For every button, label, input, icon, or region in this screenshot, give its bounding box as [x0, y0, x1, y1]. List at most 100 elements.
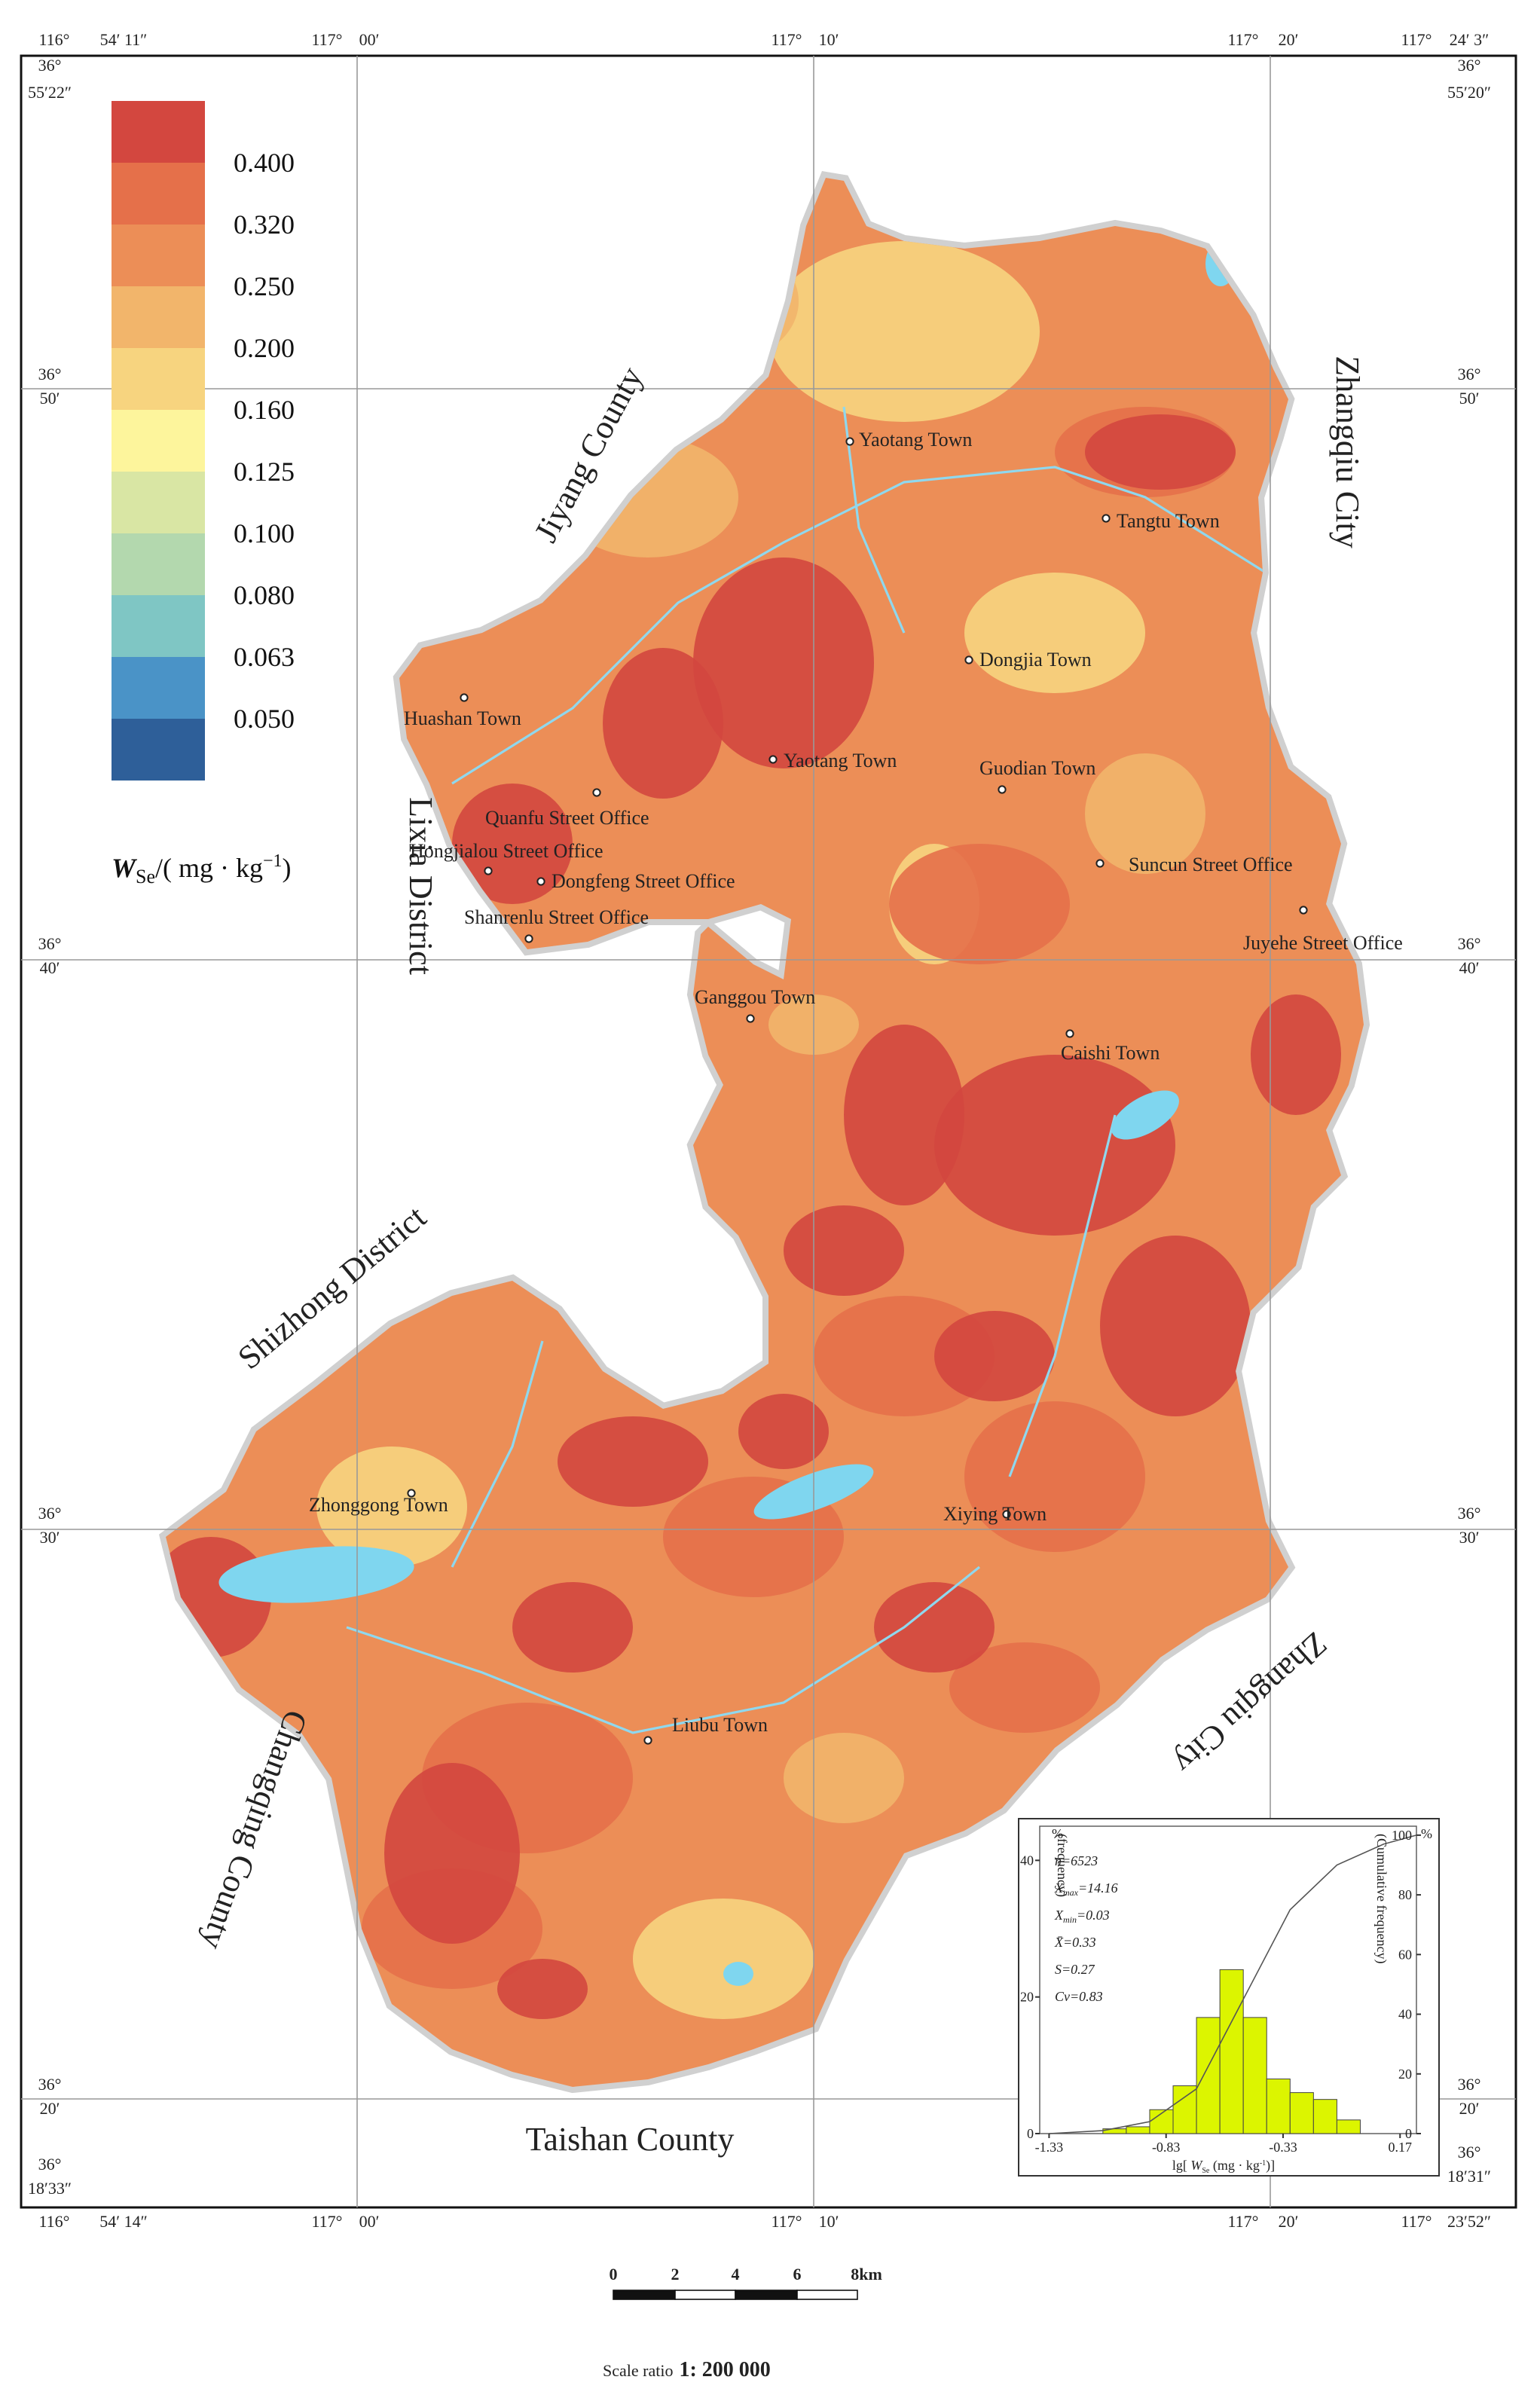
legend-swatch	[112, 163, 205, 225]
town-label: Caishi Town	[1061, 1042, 1160, 1064]
town-marker	[460, 693, 469, 702]
legend-swatch	[112, 595, 205, 657]
town-label: Dongfeng Street Office	[552, 870, 735, 892]
soil-patch	[1100, 1236, 1251, 1416]
x-axis-title-prefix: lg[	[1172, 2158, 1191, 2173]
coordinate-label: 36°	[1458, 56, 1481, 75]
soil-patch	[603, 648, 723, 799]
coordinate-label: 00′	[359, 2212, 380, 2231]
y2-tick-label: 80	[1398, 1887, 1412, 1902]
legend-label: 0.250	[234, 271, 295, 301]
coordinate-label: 117°	[1401, 30, 1432, 49]
y-tick-label: 0	[1027, 2126, 1034, 2141]
histogram-bar	[1266, 2078, 1291, 2134]
y2-unit: %	[1421, 1826, 1432, 1841]
town-marker	[1095, 859, 1105, 868]
statistic: Xmin=0.03	[1054, 1908, 1110, 1925]
coordinate-label: 36°	[1458, 2075, 1481, 2094]
y-tick-label: 20	[1020, 1990, 1034, 2005]
map-frame	[20, 54, 1517, 2209]
soil-patch	[316, 1447, 467, 1567]
y-tick-label: 40	[1020, 1853, 1034, 1868]
coordinate-label: 36°	[38, 56, 62, 75]
coordinate-label: 117°	[312, 30, 343, 49]
town-label: Juyehe Street Office	[1243, 932, 1403, 954]
soil-patch	[768, 241, 1040, 422]
legend-title-sub: Se	[136, 866, 155, 887]
statistic-value: =14.16	[1078, 1880, 1118, 1896]
soil-patch	[738, 1394, 829, 1469]
scale-tick-label: 6	[793, 2265, 802, 2284]
soil-patch	[784, 1733, 904, 1823]
town-label: Ganggou Town	[695, 986, 815, 1008]
y2-tick-label: 0	[1405, 2126, 1412, 2141]
town-label: Tangtu Town	[1117, 510, 1220, 532]
coordinate-label: 36°	[1458, 2143, 1481, 2161]
town-label: Suncun Street Office	[1129, 854, 1293, 875]
coordinate-label: 117°	[772, 30, 802, 49]
soil-patch	[558, 1416, 708, 1507]
coordinate-label: 30′	[1459, 1528, 1480, 1547]
region-label: Taishan County	[526, 2121, 735, 2158]
statistic: Xmax=14.16	[1054, 1880, 1118, 1898]
scale-tick-label: 4	[732, 2265, 740, 2284]
river	[346, 1566, 980, 1734]
coordinate-label: 117°	[1228, 30, 1259, 49]
river	[1008, 1114, 1117, 1477]
legend-title-close: )	[283, 853, 292, 883]
scale-segment	[674, 2290, 736, 2300]
town-label: Yaotang Town	[784, 750, 897, 771]
town-marker	[1002, 1510, 1011, 1519]
y2-tick-label: 60	[1398, 1947, 1412, 1962]
coordinate-label: 24′ 3″	[1450, 30, 1489, 49]
x-axis-title-sub: Se	[1202, 2167, 1210, 2175]
coordinate-label: 36°	[38, 2075, 62, 2094]
y2-tick-label: 100	[1392, 1828, 1412, 1843]
coordinate-label: 117°	[1401, 2212, 1432, 2231]
town-marker	[1299, 906, 1308, 915]
coordinate-label: 116°	[39, 30, 70, 49]
y-unit: %	[1052, 1826, 1063, 1841]
legend-swatch	[112, 348, 205, 410]
x-axis-title-unit: (mg · kg	[1209, 2158, 1260, 2174]
legend-title: WSe/( mg · kg−1)	[112, 851, 292, 887]
coordinate-label: 50′	[40, 389, 60, 408]
coordinate-label: 18′33″	[28, 2179, 72, 2198]
town-label: Huashan Town	[404, 707, 521, 729]
coordinate-label: 54′ 14″	[99, 2212, 147, 2231]
town-marker	[998, 785, 1007, 794]
soil-patch	[1085, 414, 1236, 490]
coordinate-label: 36°	[1458, 365, 1481, 383]
soil-patch	[934, 1311, 1055, 1401]
x-axis-title-symbol: W	[1190, 2158, 1203, 2173]
x-axis-title-close: )]	[1266, 2158, 1275, 2174]
histogram-bar	[1172, 2085, 1197, 2134]
statistic-symbol: X̄	[1054, 1935, 1064, 1950]
town-marker	[1102, 514, 1111, 523]
coordinate-label: 117°	[772, 2212, 802, 2231]
histogram-bar	[1196, 2017, 1221, 2134]
legend-label: 0.200	[234, 333, 295, 363]
soil-patch	[949, 1642, 1100, 1733]
y-axis-title: (frequency)	[1054, 1834, 1070, 1897]
y2-tick-label: 40	[1398, 2007, 1412, 2022]
soil-patch	[814, 1296, 995, 1416]
histogram-bar	[1126, 2126, 1150, 2134]
legend-title-symbol: W	[112, 853, 138, 883]
coordinate-label: 36°	[38, 934, 62, 953]
town-label: Xiying Town	[943, 1503, 1047, 1525]
coordinate-label: 54′ 11″	[100, 30, 148, 49]
soil-patch	[784, 1205, 904, 1296]
x-tick-label: -0.33	[1269, 2140, 1297, 2155]
soil-patch	[693, 558, 874, 768]
coordinate-label: 55′20″	[1447, 83, 1491, 102]
coordinate-label: 36°	[1458, 934, 1481, 953]
soil-patch	[1251, 994, 1341, 1115]
coordinate-label: 117°	[312, 2212, 343, 2231]
lake	[723, 1962, 753, 1986]
town-label: Hongjialou Street Office	[410, 840, 603, 862]
x-tick-label: 0.17	[1389, 2140, 1413, 2155]
legend-label: 0.100	[234, 518, 295, 548]
town-label: Shanrenlu Street Office	[464, 906, 649, 928]
